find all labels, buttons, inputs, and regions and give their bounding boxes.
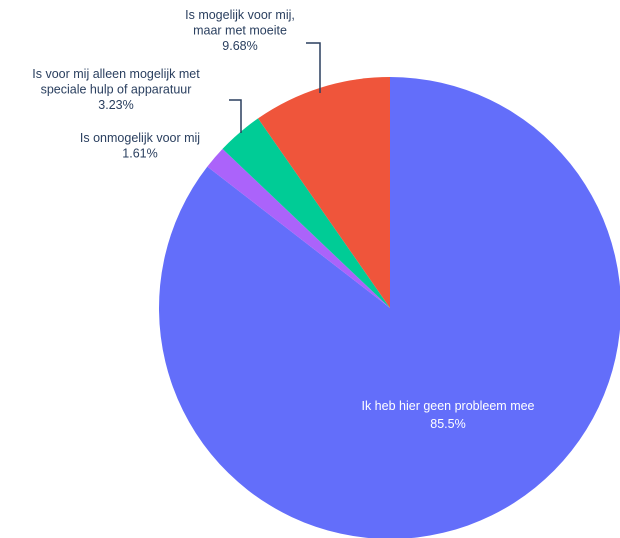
- slice-value-label: 3.23%: [98, 98, 133, 112]
- pie-slices: [158, 77, 620, 538]
- pie-labels: Ik heb hier geen probleem mee 85.5% Is onm…: [32, 8, 534, 431]
- slice-label: Is voor mij alleen mogelijk met: [32, 67, 200, 81]
- slice-label: Ik heb hier geen probleem mee: [361, 399, 534, 413]
- pie-slice[interactable]: [207, 148, 390, 308]
- slice-value-label: 9.68%: [222, 39, 257, 53]
- slice-value-label: 85.5%: [430, 417, 465, 431]
- pie-slice[interactable]: [158, 77, 620, 538]
- leader-line: [229, 99, 242, 133]
- leader-line: [306, 42, 321, 93]
- slice-label: maar met moeite: [193, 24, 287, 38]
- pie-slice[interactable]: [222, 118, 390, 308]
- pie-slice[interactable]: [258, 77, 390, 308]
- slice-label: speciale hulp of apparatuur: [41, 83, 192, 97]
- slice-label: Is mogelijk voor mij,: [185, 8, 295, 22]
- slice-value-label: 1.61%: [122, 147, 157, 161]
- slice-label: Is onmogelijk voor mij: [80, 131, 200, 145]
